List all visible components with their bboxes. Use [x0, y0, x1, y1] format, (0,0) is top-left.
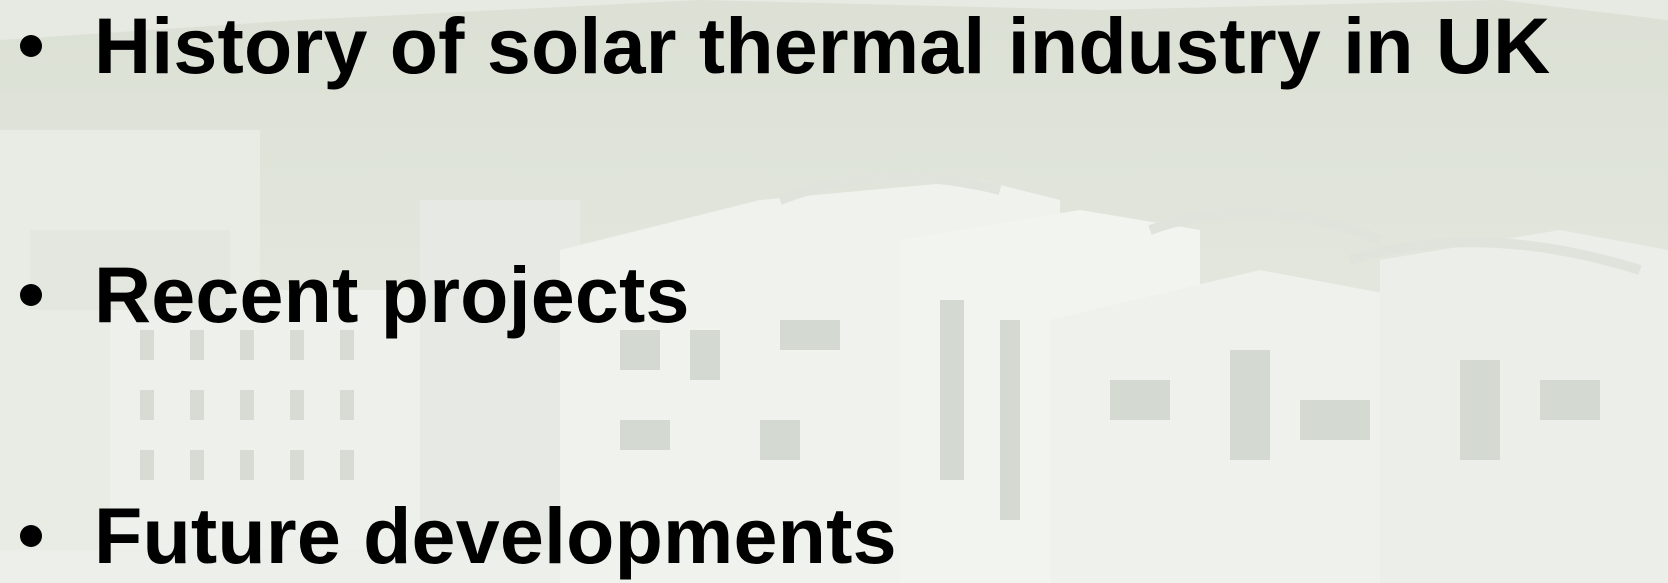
bullet-dot-icon — [20, 35, 42, 57]
bullet-text: Future developments — [94, 491, 897, 580]
bullet-dot-icon — [20, 284, 42, 306]
bullet-dot-icon — [20, 525, 42, 547]
bullet-text: History of solar thermal industry in UK — [94, 1, 1551, 90]
bullet-text: Recent projects — [94, 250, 690, 339]
